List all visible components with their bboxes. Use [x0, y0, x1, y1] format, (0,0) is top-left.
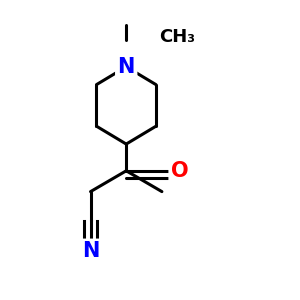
Text: N: N	[82, 241, 99, 261]
Text: CH₃: CH₃	[159, 28, 195, 46]
Text: O: O	[171, 161, 188, 181]
Text: N: N	[118, 57, 135, 77]
